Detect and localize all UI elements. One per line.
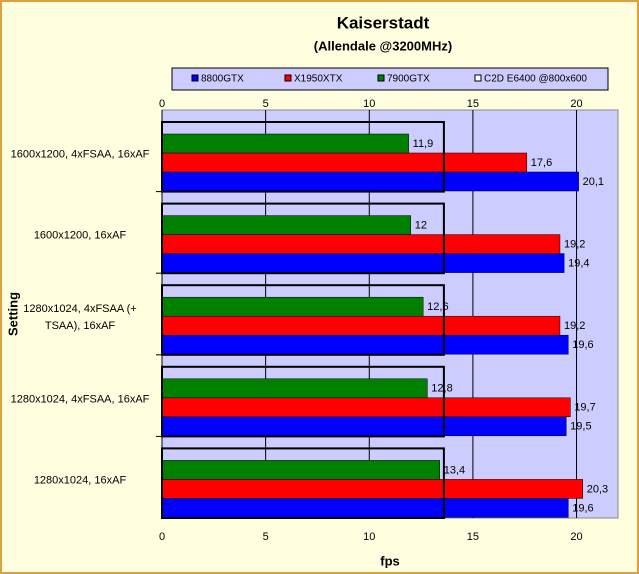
value-label: 17,6 (531, 157, 552, 169)
x-tick-label: 0 (159, 531, 165, 543)
value-label: 20,3 (587, 483, 608, 495)
value-label: 19,2 (564, 320, 585, 332)
x-tick-label: 15 (467, 531, 479, 543)
bar (161, 479, 584, 499)
bar (161, 365, 445, 438)
value-label: 12,8 (431, 383, 452, 395)
value-label: 19,5 (570, 421, 591, 433)
x-tick-label: 5 (263, 98, 269, 110)
bar (161, 416, 567, 437)
legend-label: X1950XTX (294, 74, 343, 85)
legend-label: C2D E6400 @800x600 (484, 74, 587, 85)
bar (161, 296, 424, 317)
value-label: 11,9 (413, 138, 434, 150)
bar (161, 133, 409, 154)
chart-title: Kaiserstadt (337, 13, 430, 32)
bar (161, 315, 561, 336)
bar (161, 447, 445, 519)
value-label: 12 (415, 220, 427, 232)
value-label: 12,6 (427, 301, 448, 313)
legend-swatch (284, 74, 292, 82)
legend-swatch (191, 74, 199, 82)
x-tick-label: 5 (263, 531, 269, 543)
y-tick-label: 1600x1200, 16xAF (33, 229, 127, 242)
value-label: 13,4 (444, 464, 465, 476)
bar (161, 397, 571, 418)
legend-label: 7900GTX (387, 74, 430, 85)
bar (161, 171, 579, 192)
bar (161, 253, 565, 273)
bar (161, 152, 528, 173)
bar (161, 498, 569, 518)
bar (161, 234, 561, 254)
value-label: 19,7 (574, 402, 595, 414)
bar (161, 460, 440, 480)
y-tick-label: 1280x1024, 4xFSAA, 16xAF (10, 393, 150, 406)
bar (161, 334, 569, 355)
x-tick-label: 10 (363, 98, 375, 110)
x-tick-label: 20 (570, 98, 582, 110)
x-axis-title: fps (380, 553, 400, 568)
y-tick-label: 1280x1024, 4xFSAA (+ TSAA), 16xAF (23, 303, 137, 333)
x-tick-label: 15 (467, 98, 479, 110)
chart-subtitle: (Allendale @3200MHz) (314, 38, 452, 53)
value-label: 20,1 (583, 176, 604, 188)
value-label: 19,4 (568, 258, 589, 270)
x-tick-label: 0 (159, 98, 165, 110)
x-tick-label: 20 (570, 531, 582, 543)
y-tick-label: 1600x1200, 4xFSAA, 16xAF (10, 148, 150, 161)
bar (161, 284, 445, 356)
x-tick-label: 10 (363, 531, 375, 543)
legend (171, 67, 609, 91)
bar (161, 121, 445, 193)
y-axis-title: Setting (5, 292, 20, 336)
value-label: 19,2 (564, 239, 585, 251)
legend-swatch (474, 74, 482, 82)
y-tick-label: 1280x1024, 16xAF (33, 474, 127, 487)
bar (161, 378, 428, 399)
bar (161, 202, 445, 275)
value-label: 19,6 (572, 502, 593, 514)
legend-label: 8800GTX (201, 74, 244, 85)
bar (161, 215, 411, 235)
value-label: 19,6 (572, 339, 593, 351)
legend-swatch (377, 74, 385, 82)
